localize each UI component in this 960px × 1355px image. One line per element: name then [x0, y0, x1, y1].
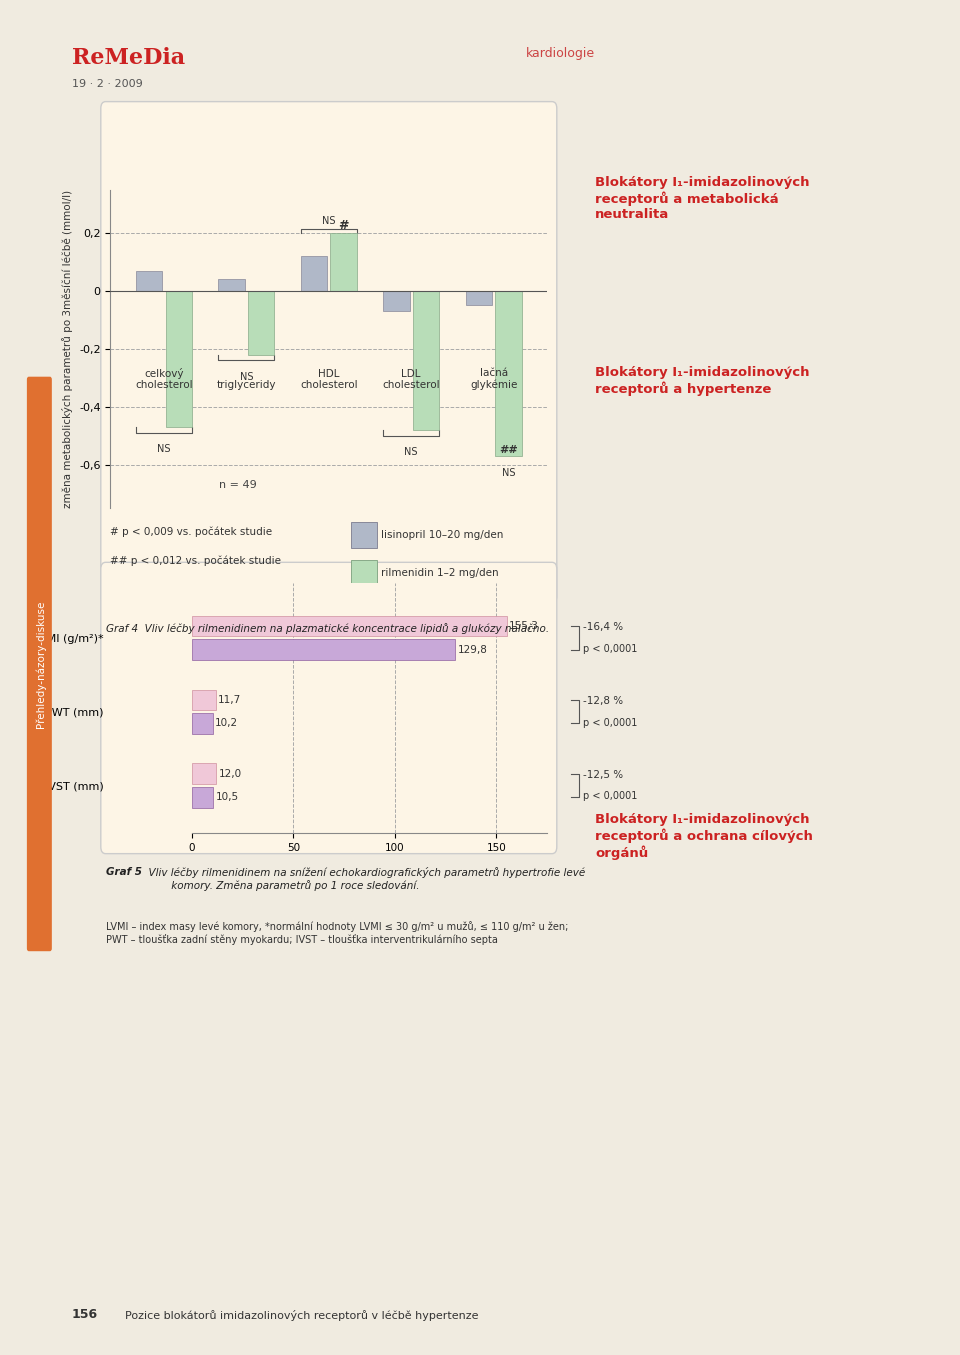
Text: Vliv léčby rilmenidinem na snížení echokardiografických parametrů hypertrofie le: Vliv léčby rilmenidinem na snížení echok…	[142, 867, 586, 890]
Bar	[350, 522, 377, 549]
Bar	[136, 271, 162, 291]
Text: -12,8 %: -12,8 %	[583, 696, 623, 706]
Bar	[192, 615, 507, 637]
Text: Graf 5: Graf 5	[106, 867, 142, 877]
Text: -12,5 %: -12,5 %	[583, 770, 623, 779]
Bar	[248, 291, 275, 355]
Text: Pozice blokátorů imidazolinových receptorů v léčbě hypertenze: Pozice blokátorů imidazolinových recepto…	[125, 1310, 478, 1321]
Text: 129,8: 129,8	[458, 645, 488, 654]
Bar	[350, 560, 377, 585]
Bar	[166, 291, 192, 427]
Text: Blokátory I₁-imidazolinových
receptorů a hypertenze: Blokátory I₁-imidazolinových receptorů a…	[595, 366, 809, 396]
Bar	[413, 291, 440, 430]
Text: Graf 4  Vliv léčby rilmenidinem na plazmatické koncentrace lipidů a glukózy nala: Graf 4 Vliv léčby rilmenidinem na plazma…	[106, 623, 549, 634]
Bar	[192, 763, 216, 785]
Text: ## p < 0,012 vs. počátek studie: ## p < 0,012 vs. počátek studie	[110, 556, 281, 566]
Bar	[495, 291, 521, 457]
Text: LVMI – index masy levé komory, *normální hodnoty LVMI ≤ 30 g/m² u mužů, ≤ 110 g/: LVMI – index masy levé komory, *normální…	[106, 921, 568, 944]
Bar	[330, 233, 357, 291]
Y-axis label: změna metabolických parametrů po 3měsíční léčbě (mmol/l): změna metabolických parametrů po 3měsíčn…	[62, 190, 74, 508]
Text: LDL
cholesterol: LDL cholesterol	[382, 369, 440, 390]
Text: NS: NS	[240, 373, 253, 382]
Bar	[300, 256, 327, 291]
Bar	[192, 787, 213, 808]
Text: Blokátory I₁-imidazolinových
receptorů a metabolická
neutralita: Blokátory I₁-imidazolinových receptorů a…	[595, 176, 809, 221]
Text: n = 49: n = 49	[219, 480, 257, 491]
Text: 12,0: 12,0	[218, 768, 242, 779]
Bar	[192, 713, 213, 734]
Text: ReMeDia: ReMeDia	[72, 47, 185, 69]
Text: # p < 0,009 vs. počátek studie: # p < 0,009 vs. počátek studie	[110, 526, 273, 537]
Text: NS: NS	[157, 444, 171, 454]
Text: Blokátory I₁-imidazolinových
receptorů a ochrana cílových
orgánů: Blokátory I₁-imidazolinových receptorů a…	[595, 813, 813, 860]
Bar	[192, 640, 455, 660]
Text: ##: ##	[499, 444, 517, 454]
Text: 11,7: 11,7	[218, 695, 241, 705]
Bar	[192, 690, 216, 710]
Bar	[383, 291, 410, 312]
Text: rilmenidin 1–2 mg/den: rilmenidin 1–2 mg/den	[381, 568, 499, 579]
Bar	[466, 291, 492, 305]
Text: lačná
glykémie: lačná glykémie	[470, 369, 517, 390]
Text: Přehledy-názory-diskuse: Přehledy-názory-diskuse	[36, 600, 45, 728]
Text: NS: NS	[404, 447, 418, 458]
Text: NS: NS	[322, 215, 336, 226]
Text: triglyceridy: triglyceridy	[217, 381, 276, 390]
Text: p < 0,0001: p < 0,0001	[583, 644, 637, 653]
Text: 156: 156	[72, 1308, 98, 1321]
Text: -16,4 %: -16,4 %	[583, 622, 623, 631]
Text: kardiologie: kardiologie	[526, 47, 595, 61]
Text: p < 0,0001: p < 0,0001	[583, 791, 637, 801]
Text: celkový
cholesterol: celkový cholesterol	[135, 367, 193, 390]
Text: 10,5: 10,5	[215, 793, 238, 802]
Text: NS: NS	[502, 467, 516, 477]
Text: lisinopril 10–20 mg/den: lisinopril 10–20 mg/den	[381, 530, 504, 541]
Text: 155,3: 155,3	[509, 621, 540, 631]
Text: 19 · 2 · 2009: 19 · 2 · 2009	[72, 79, 143, 88]
Text: p < 0,0001: p < 0,0001	[583, 718, 637, 728]
Bar	[218, 279, 245, 291]
Text: HDL
cholesterol: HDL cholesterol	[300, 369, 358, 390]
Text: #: #	[338, 218, 348, 232]
Text: 10,2: 10,2	[215, 718, 238, 729]
